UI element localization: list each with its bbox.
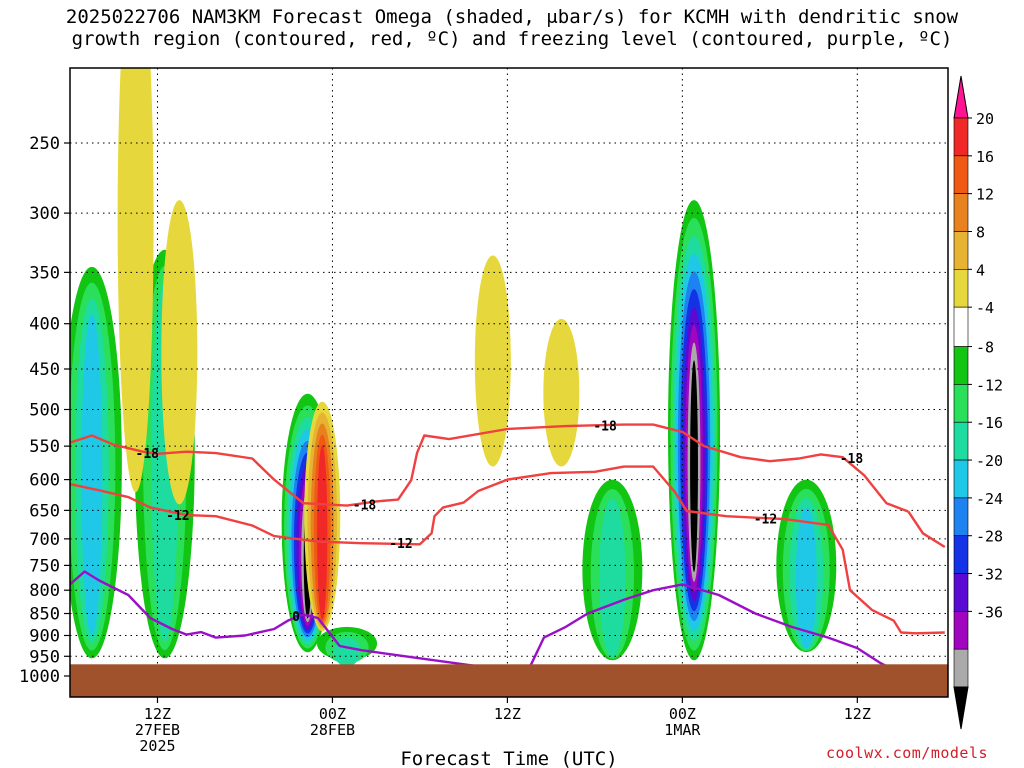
y-tick-label-950: 950: [29, 647, 60, 667]
y-tick-label-750: 750: [29, 556, 60, 576]
plot-frame: [69, 67, 949, 698]
x-tick-label-h18-0: 00Z: [319, 705, 346, 723]
chart-title-line-1: 2025022706 NAM3KM Forecast Omega (shaded…: [65, 6, 959, 28]
omega-band-7-0: [117, 68, 154, 493]
contour-label-4: -18: [593, 419, 617, 434]
omega-band-9-4: [317, 445, 328, 620]
x-tick-label-h30-0: 12Z: [494, 705, 521, 723]
credit-text: coolwx.com/models: [826, 744, 989, 762]
colorbar-top-arrow: [953, 75, 969, 119]
y-tick-label-550: 550: [29, 437, 60, 457]
colorbar-label-4: 4: [976, 261, 985, 279]
contour-3: [70, 570, 895, 672]
colorbar-swatch-10: [953, 459, 969, 499]
contour-2: [907, 510, 946, 549]
colorbar-label-3: 8: [976, 223, 985, 241]
contour-1: [70, 465, 945, 635]
x-axis-label: Forecast Time (UTC): [400, 748, 617, 768]
colorbar-label-13: -36: [976, 603, 1003, 621]
omega-band-10-0: [474, 255, 511, 467]
contour-label-2: -18: [353, 498, 377, 513]
chart-title: 2025022706 NAM3KM Forecast Omega (shaded…: [0, 6, 1024, 50]
omega-shading-layer: [70, 68, 837, 667]
colorbar-swatch-14: [953, 611, 969, 650]
y-tick-label-350: 350: [29, 263, 60, 283]
omega-band-5-9: [690, 360, 698, 573]
y-tick-label-600: 600: [29, 471, 60, 491]
y-axis: 2503003504004505005506006507007508008509…: [19, 134, 70, 687]
y-tick-label-400: 400: [29, 315, 60, 335]
y-tick-label-650: 650: [29, 501, 60, 521]
colorbar-label-5: -4: [976, 299, 994, 317]
colorbar-swatch-4: [953, 231, 969, 270]
y-tick-label-450: 450: [29, 360, 60, 380]
colorbar-swatch-15: [953, 648, 969, 688]
colorbar-label-11: -28: [976, 528, 1003, 546]
colorbar-swatch-7: [953, 346, 969, 385]
contour-label-5: -12: [754, 513, 777, 528]
chart-title-line-2: growth region (contoured, red, ºC) and f…: [71, 28, 953, 50]
colorbar-swatch-12: [953, 535, 969, 574]
contour-label-0: -18: [136, 447, 160, 462]
colorbar-label-7: -12: [976, 376, 1003, 394]
x-tick-label-h6-0: 12Z: [144, 705, 171, 723]
contour-label-layer: -18 -12 -18 -12 -18 -12 -18 0 0: [136, 419, 864, 625]
y-tick-label-1000: 1000: [19, 667, 60, 687]
colorbar-swatch-3: [953, 193, 969, 232]
omega-band-4-2: [599, 498, 626, 658]
colorbar: 20 16 12 8 4 -4 -8 -12 -16 -20 -24 -28 -32 -36: [953, 75, 1003, 730]
colorbar-label-10: -24: [976, 490, 1003, 508]
omega-band-8-0: [161, 200, 198, 505]
y-tick-label-250: 250: [29, 134, 60, 154]
surface-terrain: [70, 664, 948, 697]
colorbar-label-6: -8: [976, 339, 994, 357]
colorbar-label-1: 16: [976, 148, 994, 166]
y-tick-label-900: 900: [29, 626, 60, 646]
contour-label-1: -12: [166, 509, 189, 524]
x-tick-label-h42-1: 1MAR: [664, 721, 701, 739]
x-tick-label-h18-1: 28FEB: [310, 721, 355, 739]
colorbar-label-0: 20: [976, 110, 994, 128]
contour-0: [70, 423, 909, 513]
contour-label-3: -12: [389, 537, 412, 552]
y-tick-label-800: 800: [29, 581, 60, 601]
omega-band-3-2: [333, 636, 361, 667]
x-tick-label-h6-1: 27FEB: [135, 721, 180, 739]
colorbar-label-9: -20: [976, 452, 1003, 470]
y-tick-label-500: 500: [29, 401, 60, 421]
colorbar-label-2: 12: [976, 186, 994, 204]
contour-label-6: -18: [840, 452, 864, 467]
x-tick-label-h54-0: 12Z: [844, 705, 871, 723]
colorbar-swatch-2: [953, 155, 969, 194]
omega-band-6-3: [795, 507, 817, 649]
contour-label-8: 0: [690, 491, 698, 506]
y-tick-label-300: 300: [29, 204, 60, 224]
colorbar-swatch-6: [953, 306, 969, 347]
contour-layer: [70, 423, 946, 672]
colorbar-swatch-5: [953, 269, 969, 308]
colorbar-swatch-9: [953, 421, 969, 461]
colorbar-label-8: -16: [976, 414, 1003, 432]
y-tick-label-700: 700: [29, 530, 60, 550]
colorbar-bottom-arrow: [953, 686, 969, 730]
colorbar-swatch-1: [953, 117, 969, 157]
omega-band-11-0: [543, 318, 580, 467]
colorbar-label-12: -32: [976, 566, 1003, 584]
omega-band-0-3: [81, 314, 103, 636]
x-tick-label-h42-0: 00Z: [669, 705, 696, 723]
colorbar-swatch-13: [953, 573, 969, 612]
terrain-layer: [70, 664, 948, 697]
colorbar-swatch-8: [953, 384, 969, 423]
y-tick-label-850: 850: [29, 605, 60, 625]
x-tick-label-h6-2: 2025: [139, 737, 175, 755]
colorbar-swatch-11: [953, 497, 969, 537]
contour-label-7: 0: [292, 610, 300, 625]
